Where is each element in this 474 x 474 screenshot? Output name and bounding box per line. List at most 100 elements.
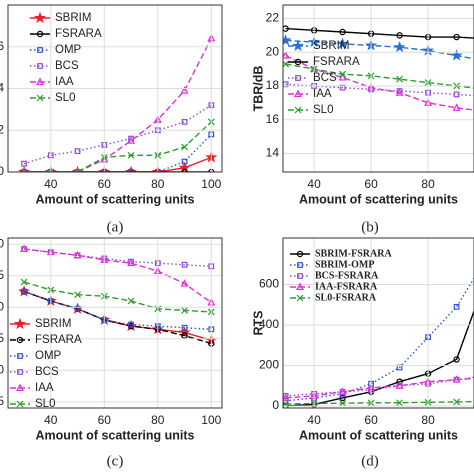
marker xyxy=(74,291,81,299)
legend-marker xyxy=(16,336,24,344)
legend-label: BCS-FSRARA xyxy=(315,270,379,281)
y-tick-label: 400 xyxy=(259,317,279,331)
legend-label: IAA xyxy=(313,88,332,100)
legend-marker xyxy=(36,30,44,38)
series-line xyxy=(24,248,212,304)
marker xyxy=(339,399,347,407)
marker xyxy=(453,33,460,41)
legend-marker xyxy=(37,63,43,69)
legend-label: SBRIM xyxy=(313,40,349,52)
legend-label: BCS xyxy=(313,72,337,84)
caption: (d) xyxy=(361,453,379,469)
marker xyxy=(181,324,188,331)
series-line xyxy=(24,38,212,172)
series-line xyxy=(285,27,474,39)
marker xyxy=(452,103,461,111)
y-tick-label: 5 xyxy=(0,331,4,345)
marker xyxy=(338,73,347,81)
marker xyxy=(339,70,347,78)
legend-marker xyxy=(292,39,304,52)
marker xyxy=(20,168,28,172)
marker xyxy=(453,303,460,310)
y-tick-label: 200 xyxy=(259,358,279,372)
y-tick-label: 20 xyxy=(266,44,280,58)
y-tick-label: 22 xyxy=(266,11,280,25)
series-line xyxy=(285,400,474,405)
marker xyxy=(181,118,188,125)
marker xyxy=(453,398,461,406)
marker xyxy=(47,168,55,172)
plot xyxy=(283,25,474,111)
x-axis-label: Amount of scattering units xyxy=(35,192,194,206)
marker xyxy=(181,261,188,268)
x-tick-label: 60 xyxy=(98,413,112,427)
x-tick-label: 60 xyxy=(364,413,378,427)
x-axis-label: Amount of scattering units xyxy=(35,428,194,442)
plot-frame xyxy=(282,4,474,173)
legend-marker xyxy=(15,383,25,391)
y-tick-label: 0 xyxy=(272,398,279,412)
legend-label: FSRARA xyxy=(313,56,360,68)
x-tick-label: 100 xyxy=(201,413,221,427)
x-tick-label: 80 xyxy=(421,413,435,427)
marker xyxy=(127,151,135,159)
legend-marker xyxy=(35,77,45,86)
legend-label: SBRIM-FSRARA xyxy=(315,248,392,259)
series-line xyxy=(24,248,212,267)
marker xyxy=(283,25,289,32)
y-axis-label: RTS xyxy=(251,311,265,336)
y-tick-label: 2 xyxy=(0,122,4,136)
marker xyxy=(181,158,188,165)
marker xyxy=(396,32,403,39)
marker xyxy=(452,375,461,383)
legend-marker xyxy=(17,369,23,375)
legend-label: FSRARA xyxy=(55,28,102,40)
legend-marker xyxy=(294,58,302,66)
legend-marker xyxy=(295,282,305,290)
y-tick-label: 0 xyxy=(0,236,4,250)
x-tick-label: 100 xyxy=(201,177,221,191)
marker xyxy=(178,161,191,172)
legend-marker xyxy=(297,262,303,268)
legend-label: FSRARA xyxy=(35,334,82,346)
legend-label: BCS xyxy=(55,60,79,72)
legend-marker xyxy=(34,11,46,24)
marker xyxy=(180,86,189,94)
series-line xyxy=(23,290,212,330)
caption: (b) xyxy=(361,219,379,235)
y-tick-label: 5 xyxy=(0,268,4,282)
marker xyxy=(20,244,29,253)
marker xyxy=(20,278,28,286)
marker xyxy=(283,60,289,68)
legend-marker xyxy=(296,250,304,258)
marker xyxy=(339,84,346,91)
marker xyxy=(395,88,404,96)
y-tick-label: 0 xyxy=(0,164,4,178)
series-line xyxy=(285,377,474,399)
series-line xyxy=(23,104,212,165)
x-tick-label: 40 xyxy=(307,177,321,191)
plot-frame xyxy=(282,237,474,409)
marker xyxy=(283,51,290,59)
x-tick-label: 40 xyxy=(44,413,58,427)
marker xyxy=(181,143,188,151)
y-tick-label: 6 xyxy=(0,39,4,53)
y-tick-label: 14 xyxy=(266,146,280,160)
caption: (a) xyxy=(107,219,124,235)
legend-label: IAA xyxy=(55,76,74,88)
legend-marker xyxy=(36,94,44,102)
series-line xyxy=(24,156,212,172)
x-tick-label: 80 xyxy=(151,413,165,427)
legend-marker xyxy=(295,75,301,81)
legend-marker xyxy=(293,89,303,98)
legend-label: SBRIM xyxy=(55,12,91,24)
x-axis-label: Amount of scattering units xyxy=(299,428,458,442)
y-tick-label: 18 xyxy=(266,78,280,92)
x-axis-label: Amount of scattering units xyxy=(299,192,458,206)
marker xyxy=(339,394,346,402)
legend-label: OMP xyxy=(55,44,82,56)
y-tick-label: 0 xyxy=(0,299,4,313)
marker xyxy=(339,28,346,36)
marker xyxy=(128,321,134,328)
x-tick-label: 40 xyxy=(307,413,321,427)
